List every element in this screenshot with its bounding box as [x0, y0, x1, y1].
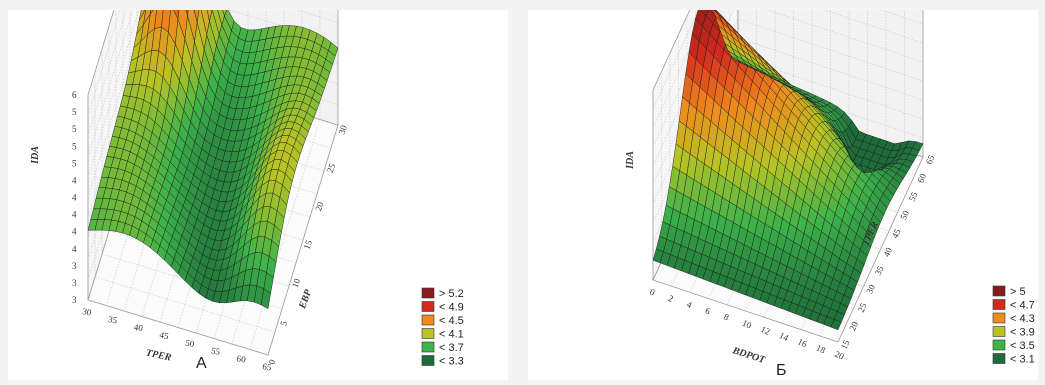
z-tick-label: 6	[72, 90, 77, 100]
legend-label: < 3.7	[439, 342, 464, 354]
z-tick-label: 4	[72, 210, 77, 220]
x-tick-label: 50	[185, 338, 196, 349]
surface-mesh	[652, 10, 924, 331]
x-tick-label: 6	[704, 305, 713, 316]
y-tick-label: 10	[290, 277, 303, 289]
legend-swatch	[421, 328, 435, 339]
legend-label: < 4.1	[439, 329, 464, 341]
y-tick-label: 40	[881, 246, 894, 259]
x-tick-label: 20	[833, 349, 846, 362]
x-tick-label: 10	[741, 318, 754, 331]
x-tick-label: 8	[722, 312, 731, 323]
x-axis-label: TPER	[145, 348, 173, 364]
chart-panel-b: 0 2 4 6 8 10 12 14 16 18 20 15 20 25 30 35 40 45 50 55 60 65 B…	[528, 10, 1038, 380]
legend: > 5.2 < 4.9< 4.5 < 4.1< 3.7 < 3.3	[421, 287, 464, 368]
z-axis-label: IDA	[625, 151, 636, 170]
y-tick-label: 0	[266, 358, 277, 366]
z-tick-label: 3	[72, 278, 77, 288]
legend-label: < 3.3	[439, 356, 464, 368]
y-tick-label: 55	[907, 190, 920, 203]
y-tick-label: 50	[898, 209, 911, 222]
legend-swatch	[992, 299, 1006, 310]
x-tick-label: 40	[133, 322, 144, 333]
x-tick-label: 55	[210, 345, 221, 356]
x-tick-label: 35	[107, 314, 118, 325]
legend-label: < 3.5	[1010, 340, 1035, 352]
x-tick-label: 60	[236, 353, 247, 364]
y-tick-label: 15	[301, 238, 314, 250]
y-axis-label: EBP	[297, 287, 315, 311]
y-tick-label: 45	[890, 227, 903, 240]
legend-label: < 4.5	[439, 315, 464, 327]
y-tick-label: 65	[924, 153, 937, 166]
z-tick-label: 5	[72, 158, 77, 168]
legend-swatch	[992, 285, 1006, 297]
z-tick-label: 4	[72, 244, 77, 254]
y-tick-label: 15	[839, 338, 852, 351]
chart-panel-a: 30 35 40 45 50 55 60 65 0 5 10 15 20 25 30 3 3 3 4 4 4 4 4 5 5 5 5…	[8, 10, 508, 380]
z-tick-label: 5	[72, 124, 77, 134]
z-tick-label: 5	[72, 107, 77, 117]
y-tick-label: 35	[873, 264, 886, 277]
x-tick-label: 16	[796, 336, 809, 349]
legend-swatch	[992, 339, 1006, 351]
x-tick-label: 18	[815, 343, 828, 356]
surface-mesh	[87, 10, 339, 310]
legend-swatch	[421, 355, 435, 366]
x-tick-label: 12	[759, 324, 771, 337]
legend-label: < 4.3	[1010, 313, 1035, 325]
surface-plot-a: 3035404550556065051015202530333444445555…	[30, 10, 464, 373]
chart-caption-a: А	[196, 355, 207, 372]
y-tick-label: 20	[847, 320, 860, 333]
legend-label: < 3.9	[1010, 327, 1035, 339]
x-tick-label: 14	[778, 330, 791, 343]
x-tick-label: 0	[648, 287, 657, 298]
legend-swatch	[421, 301, 435, 312]
y-tick-label: 30	[864, 283, 877, 296]
z-axis-label: IDA	[30, 146, 41, 165]
legend-swatch	[421, 287, 435, 299]
z-tick-label: 4	[72, 175, 77, 185]
legend-swatch	[421, 341, 435, 353]
legend: > 5 < 4.7< 4.3 < 3.9< 3.5 < 3.1	[992, 285, 1035, 366]
y-tick-label: 30	[336, 123, 349, 135]
z-tick-label: 4	[72, 227, 77, 237]
x-axis-label: BDPOT	[730, 345, 767, 366]
x-tick-label: 30	[82, 306, 93, 317]
legend-label: < 3.1	[1010, 354, 1035, 366]
x-tick-label: 65	[262, 361, 273, 372]
z-tick-label: 3	[72, 295, 77, 305]
legend-label: < 4.9	[439, 302, 464, 314]
legend-swatch	[992, 312, 1006, 324]
y-tick-label: 20	[313, 200, 326, 212]
tick-labels: 3035404550556065051015202530333444445555…	[72, 90, 349, 373]
x-tick-label: 2	[667, 293, 675, 304]
legend-label: > 5.2	[439, 288, 464, 300]
chart-caption-b: Б	[776, 362, 787, 379]
z-tick-label: 5	[72, 141, 77, 151]
y-tick-label: 60	[915, 172, 928, 185]
x-tick-label: 4	[685, 299, 694, 310]
legend-label: > 5	[1010, 286, 1026, 298]
legend-label: < 4.7	[1010, 300, 1035, 312]
y-tick-label: 25	[856, 301, 869, 314]
z-tick-label: 3	[72, 261, 77, 271]
legend-swatch	[992, 353, 1006, 364]
z-tick-label: 4	[72, 193, 77, 203]
x-tick-label: 45	[159, 330, 170, 341]
y-tick-label: 5	[278, 319, 289, 327]
y-tick-label: 25	[325, 162, 338, 174]
legend-swatch	[992, 326, 1006, 337]
legend-swatch	[421, 314, 435, 326]
